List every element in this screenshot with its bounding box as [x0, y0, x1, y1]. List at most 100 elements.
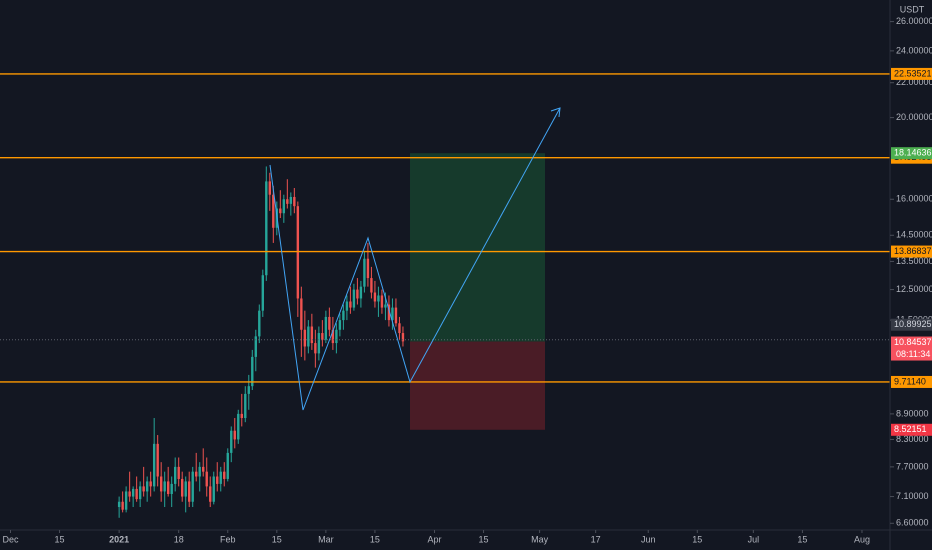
price-tag-label: 18.14636 [894, 148, 932, 158]
candle-body [212, 476, 215, 502]
candle-body [170, 483, 173, 494]
plot [0, 73, 890, 518]
y-tick-label: 7.70000 [896, 461, 929, 471]
x-tick-label: Feb [220, 534, 236, 544]
candle-body [240, 413, 243, 419]
drawing [269, 107, 561, 411]
candle-body [216, 476, 219, 484]
candle-body [142, 486, 145, 492]
candle-body [335, 329, 338, 344]
x-tick-label: Aug [854, 534, 870, 544]
candle-body [209, 486, 212, 502]
price-tag [891, 336, 932, 361]
loss-zone [410, 341, 545, 430]
x-tick-label: Jun [641, 534, 656, 544]
y-tick-label: 8.90000 [896, 408, 929, 418]
candle-body [384, 304, 387, 308]
x-tick-label: 15 [479, 534, 489, 544]
candle-body [177, 466, 180, 479]
candle-body [289, 196, 293, 204]
price-tag-label: 10.84537 [894, 337, 932, 347]
candle-body [138, 486, 142, 500]
candle-body [401, 333, 405, 342]
y-tick-label: 8.30000 [896, 434, 929, 444]
candle-body [321, 333, 324, 340]
candle-body [135, 488, 138, 500]
candle-body [258, 310, 261, 337]
y-tick-label: 6.60000 [896, 518, 929, 528]
candle-body [152, 443, 156, 487]
x-tick-label: Apr [427, 534, 441, 544]
candle-body [124, 491, 128, 510]
candle-body [159, 476, 163, 492]
x-tick-label: 18 [174, 534, 184, 544]
candle-body [261, 275, 264, 311]
price-tag [891, 423, 932, 436]
candle-body [282, 199, 286, 214]
axes: 26.00000 24.00000 22.00000 20.00000 16.00000… [3, 16, 932, 544]
candle-body [205, 471, 208, 487]
arrow-head [550, 107, 561, 118]
y-tick-label: 7.10000 [896, 491, 929, 501]
level-label: 13.86837 [894, 246, 932, 256]
candle-body [359, 286, 363, 299]
candle-body [370, 278, 373, 293]
candle-body [394, 307, 398, 324]
candle-body [233, 430, 236, 440]
x-tick-label: 15 [797, 534, 807, 544]
candle-body [398, 323, 401, 334]
level-label: 22.53521 [894, 68, 932, 78]
candle-body [202, 466, 205, 472]
x-tick-label: 15 [692, 534, 702, 544]
price-tag-label: 8.52151 [894, 424, 927, 434]
candle-body [128, 491, 131, 497]
y-tick-label: 14.50000 [896, 230, 932, 240]
candle-body [181, 478, 184, 497]
candle-body [296, 206, 300, 299]
candle-body [121, 501, 124, 510]
level-tag [891, 245, 932, 258]
x-tick-label: 15 [55, 534, 65, 544]
candle-body [237, 413, 240, 440]
candle-body [247, 386, 250, 394]
position-tool [410, 153, 545, 430]
candle-body [338, 320, 342, 330]
candle-body [191, 471, 194, 502]
candle-body [163, 481, 166, 492]
candle-body [314, 343, 317, 354]
candle-body [272, 194, 275, 228]
candle-body [117, 501, 121, 508]
candle-body [156, 443, 159, 477]
candle-body [149, 481, 152, 487]
x-tick-label: Mar [318, 534, 334, 544]
candle-body [286, 199, 289, 204]
level-tag [891, 67, 932, 80]
candle-body [251, 356, 254, 387]
candle-body [345, 301, 349, 311]
candle-body [352, 289, 356, 308]
candle-body [303, 329, 307, 347]
candle-body [387, 304, 391, 321]
candle-body [307, 326, 310, 347]
candle-body [244, 393, 247, 419]
candle-body [380, 295, 384, 308]
candle-body [254, 336, 257, 357]
candle-body [377, 295, 380, 302]
candle-body [173, 466, 177, 484]
price-tag-label: 10.89925 [894, 319, 932, 329]
countdown: 08:11:34 [896, 349, 930, 359]
candle-body [300, 298, 303, 330]
x-tick-label: 15 [272, 534, 282, 544]
candle-body [356, 289, 359, 299]
candle-body [145, 481, 149, 492]
y-tick-label: 26.00000 [896, 16, 932, 26]
candle-body [331, 329, 335, 344]
x-tick-label: 15 [370, 534, 380, 544]
level-tag [891, 375, 932, 388]
candle-body [188, 481, 191, 502]
candle-body [363, 258, 366, 287]
y-tick-label: 13.50000 [896, 256, 932, 266]
candle-body [219, 471, 222, 484]
x-tick-label: 17 [591, 534, 601, 544]
candle-body [391, 307, 394, 321]
